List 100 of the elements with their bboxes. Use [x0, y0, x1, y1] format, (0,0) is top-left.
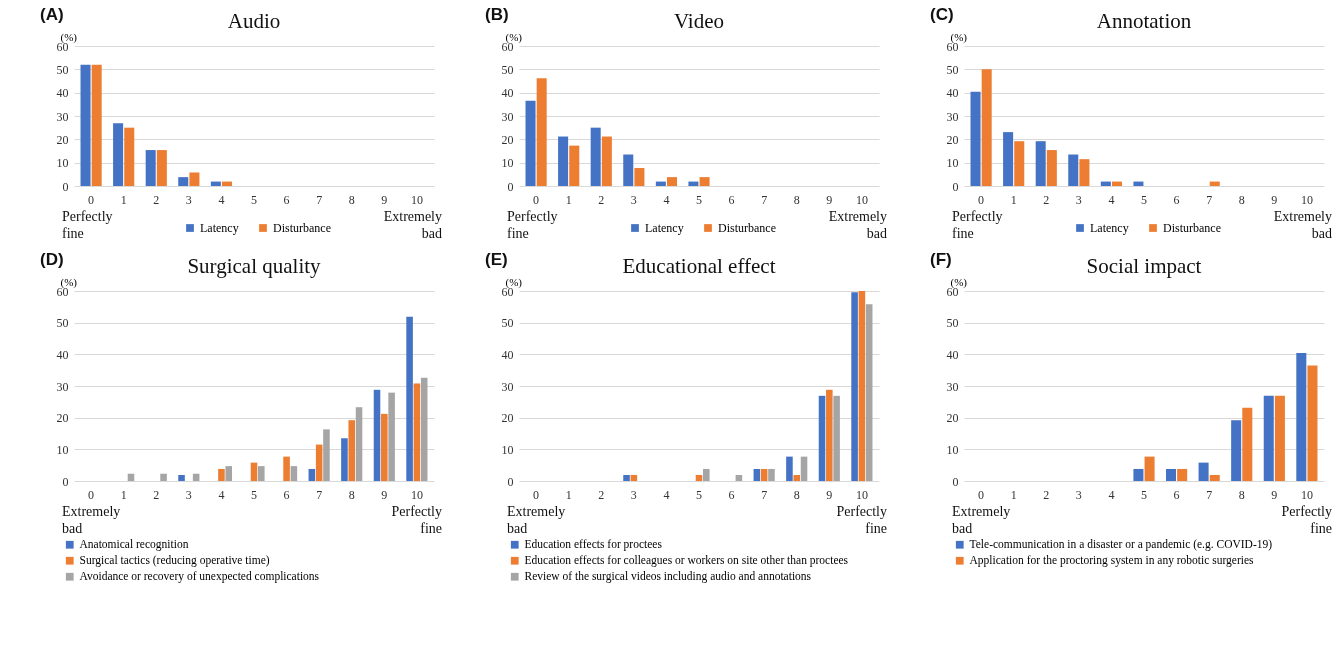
y-tick-label: 40 — [501, 86, 514, 101]
x-tick-label: 5 — [1141, 192, 1147, 207]
bar — [156, 150, 167, 186]
x-tick-label: 10 — [410, 192, 423, 207]
y-tick-label: 50 — [56, 316, 69, 331]
bar — [558, 136, 569, 186]
x-tick-label: 3 — [185, 487, 192, 502]
x-tick-label: 6 — [728, 192, 735, 207]
bar — [1144, 456, 1155, 481]
y-tick-label: 20 — [56, 132, 69, 147]
bar — [178, 177, 189, 186]
y-tick-label: 30 — [501, 379, 514, 394]
bar — [308, 468, 316, 481]
bar — [124, 127, 135, 186]
bar — [1100, 181, 1111, 186]
chart-title: Annotation — [1096, 9, 1192, 33]
x-tick-label: 0 — [88, 192, 95, 207]
chart-title: Video — [673, 9, 725, 33]
bar — [315, 444, 323, 481]
bar — [569, 145, 580, 186]
y-tick-label: 50 — [946, 62, 959, 77]
bar — [221, 181, 233, 186]
text: Perfectly fine — [507, 209, 558, 241]
bar — [981, 69, 992, 186]
bar — [851, 292, 858, 481]
bar — [1307, 365, 1318, 481]
bar — [290, 466, 298, 481]
bar — [323, 429, 330, 481]
y-tick-label: 0 — [507, 474, 514, 489]
bar — [601, 136, 612, 186]
y-tick-label: 20 — [501, 132, 514, 147]
bar — [91, 64, 102, 186]
bar — [536, 78, 547, 186]
x-tick-label: 6 — [1173, 487, 1180, 502]
x-tick-label: 10 — [855, 192, 868, 207]
bar — [1079, 159, 1090, 186]
bar — [406, 316, 413, 481]
x-tick-label: 0 — [978, 487, 985, 502]
bar — [413, 383, 421, 481]
legend-label: Education effects for colleagues or workers on site other than proctees — [524, 553, 849, 567]
x-tick-label: 9 — [826, 487, 833, 502]
y-tick-label: 20 — [501, 411, 514, 426]
bar — [283, 456, 290, 481]
x-tick-label: 10 — [1300, 192, 1313, 207]
bar — [695, 474, 703, 481]
legend-label: Latency — [645, 221, 684, 235]
x-tick-label: 10 — [855, 487, 868, 502]
text: Perfectly fine — [1281, 504, 1332, 536]
bar — [525, 100, 536, 186]
x-tick-label: 2 — [153, 192, 160, 207]
x-tick-label: 2 — [153, 487, 160, 502]
bar — [630, 474, 638, 481]
bar — [210, 181, 221, 186]
x-tick-label: 1 — [1010, 487, 1017, 502]
bar — [623, 474, 630, 481]
text: Extremely bad — [828, 209, 887, 241]
x-tick-label: 2 — [598, 487, 605, 502]
y-tick-label: 30 — [946, 379, 959, 394]
y-tick-label: 10 — [946, 442, 959, 457]
bar — [1296, 353, 1307, 481]
bar — [1165, 468, 1177, 481]
x-tick-label: 5 — [696, 192, 702, 207]
y-tick-label: 50 — [56, 62, 69, 77]
y-tick-label: 50 — [501, 62, 514, 77]
y-tick-label: 40 — [501, 347, 514, 362]
bar — [634, 168, 645, 186]
x-tick-label: 7 — [316, 192, 323, 207]
x-tick-label: 0 — [533, 192, 540, 207]
bar — [699, 177, 710, 186]
bar — [1231, 420, 1242, 481]
chart-title: Audio — [227, 9, 281, 33]
x-tick-label: 8 — [348, 192, 355, 207]
bar — [113, 123, 124, 186]
text: Extremely bad — [383, 209, 442, 241]
y-tick-label: 50 — [501, 316, 514, 331]
y-tick-label: 40 — [946, 347, 959, 362]
x-tick-label: 0 — [978, 192, 985, 207]
y-tick-label: 0 — [952, 474, 959, 489]
legend-label: Tele-communication in a disaster or a pandemic (e.g. COVID-19) — [969, 537, 1273, 551]
legend-label: Disturbance — [718, 221, 776, 235]
text: (A) — [40, 5, 64, 24]
bar — [703, 468, 710, 481]
x-tick-label: 8 — [348, 487, 355, 502]
x-tick-label: 8 — [793, 487, 800, 502]
y-tick-label: 30 — [501, 109, 514, 124]
bar — [688, 181, 699, 186]
x-tick-label: 3 — [1075, 192, 1082, 207]
x-tick-label: 1 — [120, 487, 127, 502]
x-tick-label: 9 — [381, 487, 388, 502]
y-tick-label: 20 — [56, 411, 69, 426]
x-tick-label: 4 — [663, 192, 670, 207]
y-tick-label: 10 — [56, 156, 69, 171]
legend-label: Anatomical recognition — [79, 537, 189, 551]
bar — [341, 438, 348, 481]
legend-label: Latency — [200, 221, 239, 235]
x-tick-label: 7 — [761, 192, 768, 207]
bar — [1111, 181, 1123, 186]
x-tick-label: 3 — [1075, 487, 1082, 502]
y-tick-label: 40 — [946, 86, 959, 101]
x-tick-label: 4 — [663, 487, 670, 502]
